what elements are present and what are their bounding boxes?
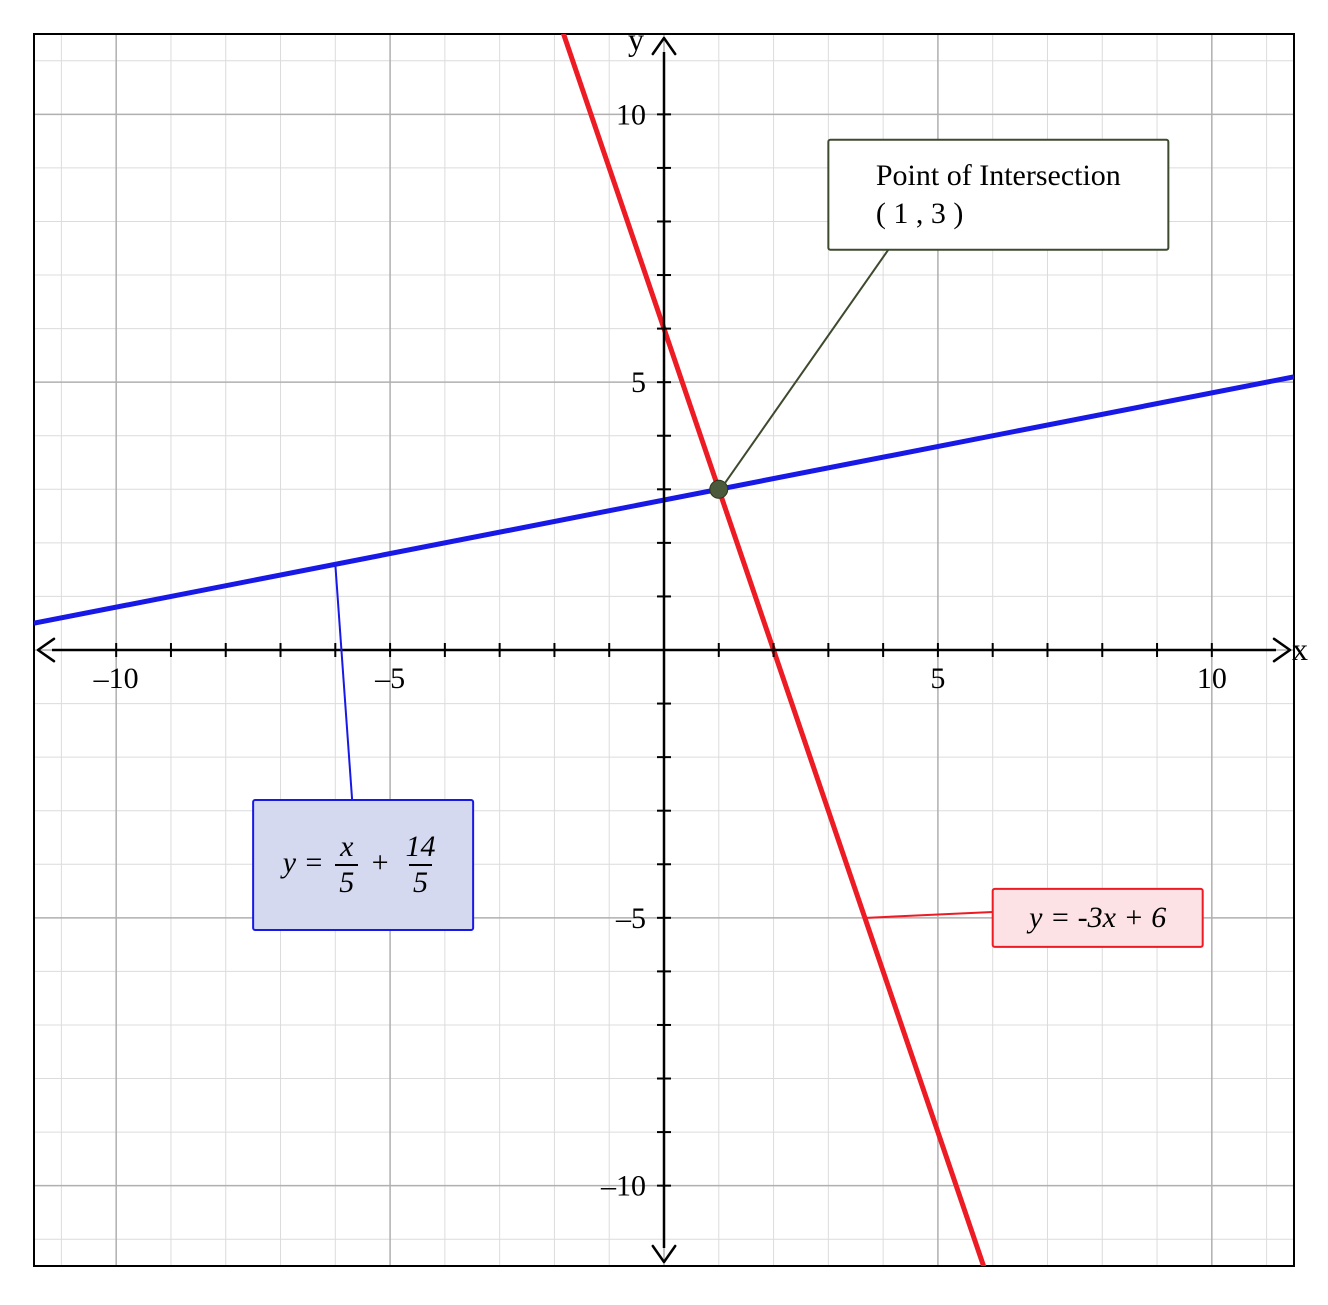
- y-tick-label: –5: [615, 902, 646, 935]
- x-tick-label: 10: [1197, 662, 1227, 695]
- y-tick-label: 10: [616, 98, 646, 131]
- intersection-callout: Point of Intersection ( 1 , 3 ): [876, 157, 1121, 232]
- x-tick-label: 5: [930, 662, 945, 695]
- intersection-title: Point of Intersection: [876, 157, 1121, 195]
- chart-svg: –10 –5 5 10 –10 –5 5 10 x y Point of Intersection…: [20, 20, 1308, 1280]
- x-tick-label: –5: [374, 662, 405, 695]
- blue-line-equation: y = x5 + 145: [283, 832, 444, 898]
- intersection-coords: ( 1 , 3 ): [876, 195, 1121, 233]
- y-tick-label: –10: [600, 1170, 646, 1203]
- line-intersection-chart: –10 –5 5 10 –10 –5 5 10 x y Point of Intersection…: [20, 20, 1308, 1285]
- x-axis-label: x: [1292, 631, 1308, 667]
- y-axis-label: y: [628, 21, 644, 57]
- red-line-equation: y = -3x + 6: [1029, 901, 1166, 935]
- x-tick-label: –10: [93, 662, 139, 695]
- y-tick-label: 5: [631, 366, 646, 399]
